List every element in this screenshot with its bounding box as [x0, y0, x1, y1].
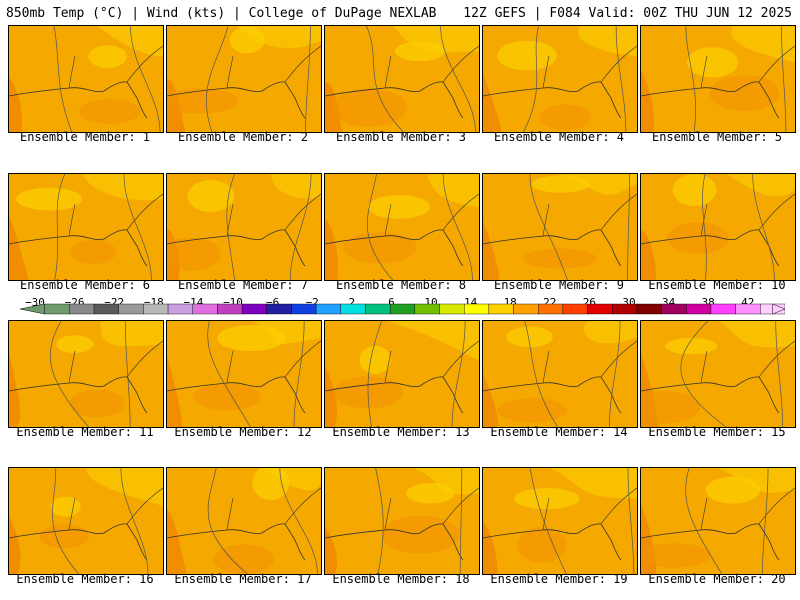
colorbar-swatch	[735, 303, 761, 315]
temperature-map	[641, 174, 795, 280]
ensemble-member-map	[166, 25, 322, 133]
colorbar-swatch	[315, 303, 342, 315]
colorbar-swatch	[266, 303, 292, 315]
ensemble-member-map	[8, 173, 164, 281]
ensemble-member-label: Ensemble Member: 11	[16, 425, 154, 439]
temperature-map	[641, 468, 795, 574]
temperature-map	[9, 26, 163, 132]
ensemble-member-label: Ensemble Member: 8	[335, 278, 467, 292]
colorbar-swatch	[463, 303, 490, 315]
ensemble-member-map	[8, 25, 164, 133]
ensemble-member-label: Ensemble Member: 2	[177, 130, 309, 144]
colorbar-swatch	[143, 303, 169, 315]
chart-title: 850mb Temp (°C) | Wind (kts) | College o…	[6, 6, 437, 21]
colorbar-swatch	[365, 303, 391, 315]
colorbar-swatch	[439, 303, 465, 315]
colorbar-swatch	[587, 303, 613, 315]
ensemble-member-map	[482, 467, 638, 575]
temperature-map	[9, 321, 163, 427]
ensemble-member-label: Ensemble Member: 1	[19, 130, 151, 144]
temperature-map	[641, 321, 795, 427]
colorbar-swatch	[538, 303, 564, 315]
temperature-map	[167, 468, 321, 574]
temperature-map	[325, 26, 479, 132]
temperature-map	[9, 174, 163, 280]
colorbar-swatch	[118, 303, 144, 315]
colorbar-swatch	[612, 303, 638, 315]
colorbar-swatch	[69, 303, 95, 315]
ensemble-member-label: Ensemble Member: 10	[648, 278, 786, 292]
colorbar-swatch	[340, 303, 366, 315]
ensemble-member-label: Ensemble Member: 9	[493, 278, 625, 292]
colorbar-swatch	[93, 303, 119, 315]
colorbar-swatch	[241, 303, 267, 315]
temperature-map	[167, 321, 321, 427]
ensemble-member-map	[324, 467, 480, 575]
colorbar-swatch	[562, 303, 588, 315]
ensemble-member-map	[640, 25, 796, 133]
colorbar-swatch	[291, 303, 317, 315]
colorbar-arrow-high	[772, 303, 785, 315]
colorbar-swatch	[710, 303, 736, 315]
temperature-map	[483, 174, 637, 280]
temperature-map	[325, 174, 479, 280]
temperature-map	[641, 26, 795, 132]
temperature-map	[483, 26, 637, 132]
ensemble-member-map	[482, 25, 638, 133]
temperature-map	[325, 321, 479, 427]
ensemble-member-map	[324, 25, 480, 133]
colorbar-swatch	[513, 303, 539, 315]
ensemble-member-map	[166, 173, 322, 281]
colorbar-swatch	[389, 303, 416, 315]
ensemble-member-label: Ensemble Member: 7	[177, 278, 309, 292]
temperature-map	[167, 174, 321, 280]
colorbar-swatch	[488, 303, 514, 315]
ensemble-member-map	[482, 173, 638, 281]
ensemble-member-label: Ensemble Member: 16	[16, 572, 154, 586]
colorbar-swatch	[636, 303, 662, 315]
colorbar-swatch	[686, 303, 712, 315]
ensemble-member-map	[482, 320, 638, 428]
ensemble-member-map	[640, 173, 796, 281]
ensemble-member-label: Ensemble Member: 4	[493, 130, 625, 144]
temperature-map	[483, 321, 637, 427]
colorbar-swatch	[192, 303, 218, 315]
ensemble-member-label: Ensemble Member: 3	[335, 130, 467, 144]
ensemble-member-label: Ensemble Member: 6	[19, 278, 151, 292]
ensemble-member-label: Ensemble Member: 20	[648, 572, 786, 586]
ensemble-member-label: Ensemble Member: 14	[490, 425, 628, 439]
colorbar-swatch	[217, 303, 243, 315]
ensemble-member-map	[640, 467, 796, 575]
ensemble-member-label: Ensemble Member: 15	[648, 425, 786, 439]
ensemble-member-map	[324, 320, 480, 428]
ensemble-member-map	[324, 173, 480, 281]
temperature-map	[167, 26, 321, 132]
ensemble-member-label: Ensemble Member: 17	[174, 572, 312, 586]
ensemble-member-map	[166, 467, 322, 575]
ensemble-member-label: Ensemble Member: 19	[490, 572, 628, 586]
ensemble-member-label: Ensemble Member: 5	[651, 130, 783, 144]
ensemble-member-label: Ensemble Member: 12	[174, 425, 312, 439]
temperature-map	[9, 468, 163, 574]
colorbar-swatch	[44, 303, 70, 315]
colorbar-swatch	[414, 303, 440, 315]
temperature-colorbar	[20, 303, 785, 315]
colorbar-swatch	[661, 303, 687, 315]
ensemble-member-map	[640, 320, 796, 428]
colorbar-swatch	[167, 303, 193, 315]
ensemble-member-label: Ensemble Member: 18	[332, 572, 470, 586]
ensemble-member-map	[166, 320, 322, 428]
temperature-map	[483, 468, 637, 574]
colorbar-arrow-low	[20, 303, 45, 315]
colorbar-tick-label: 2	[348, 296, 356, 309]
temperature-map	[325, 468, 479, 574]
model-run-info: 12Z GEFS | F084 Valid: 00Z THU JUN 12 20…	[463, 6, 792, 21]
ensemble-member-label: Ensemble Member: 13	[332, 425, 470, 439]
colorbar-tick-label: 6	[388, 296, 395, 309]
ensemble-member-map	[8, 467, 164, 575]
ensemble-member-map	[8, 320, 164, 428]
